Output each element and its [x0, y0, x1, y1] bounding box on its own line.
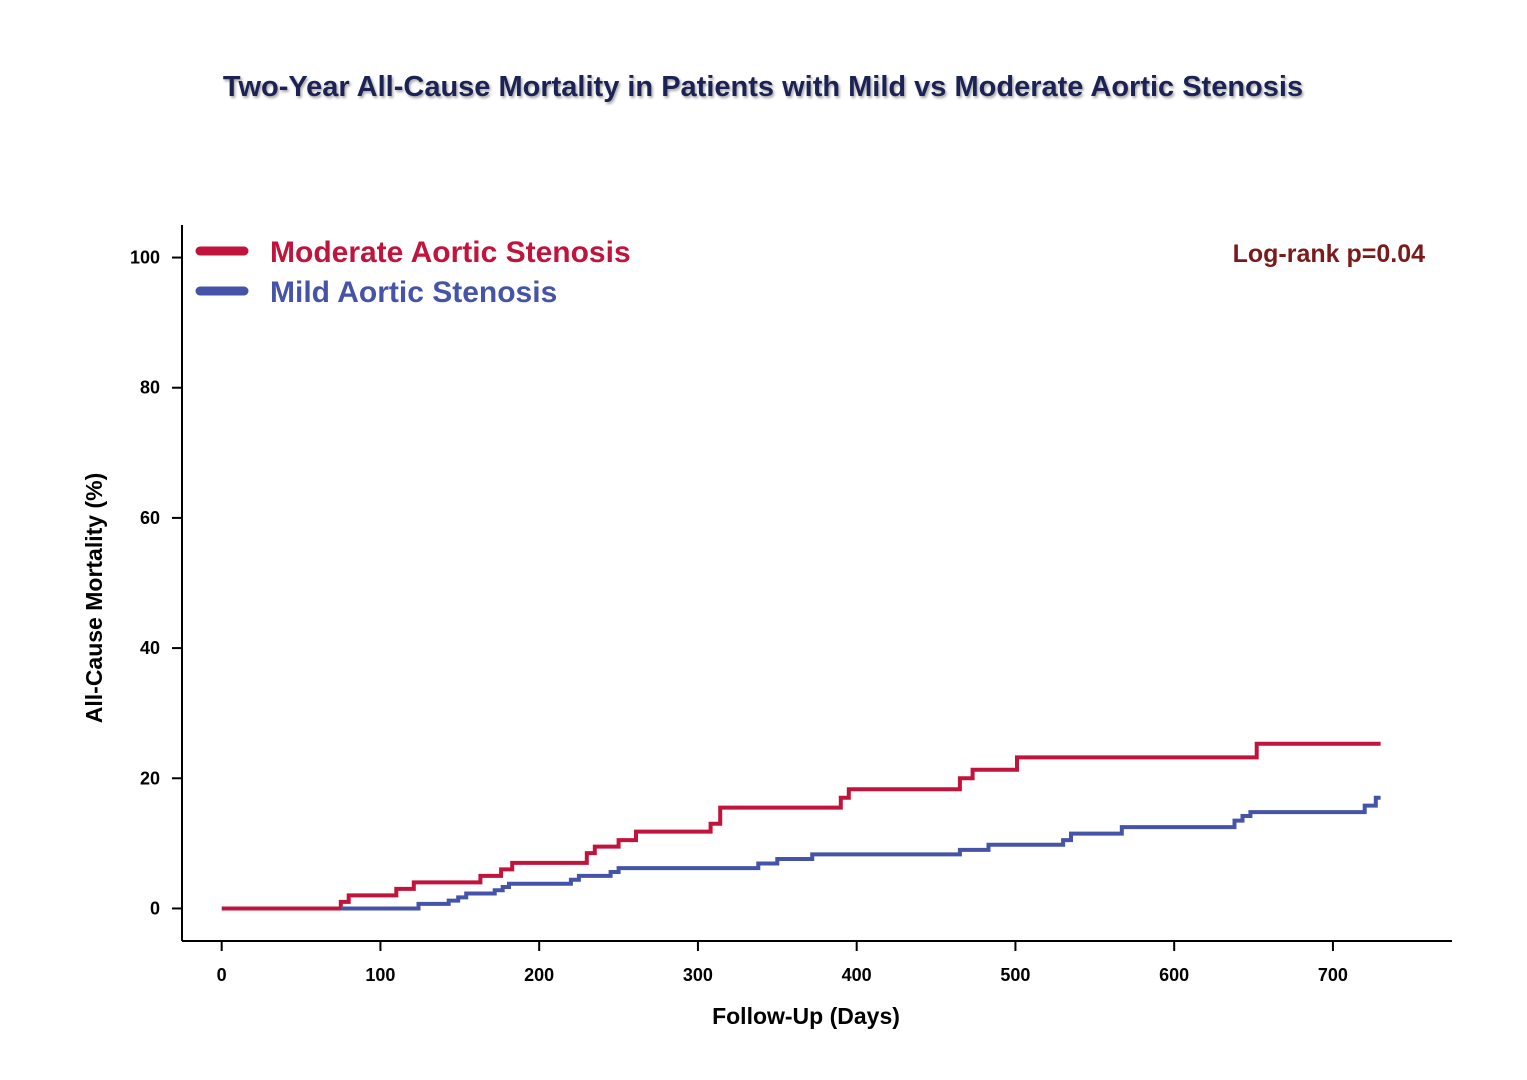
y-ticks: 0 20 40 60 80 100 — [130, 248, 182, 918]
series-lines — [221, 741, 1381, 911]
x-tick-label: 600 — [1159, 965, 1189, 985]
y-tick-label: 0 — [150, 898, 160, 918]
x-tick-label: 0 — [217, 965, 227, 985]
y-tick-label: 40 — [140, 638, 160, 658]
y-tick-label: 20 — [140, 768, 160, 788]
x-tick-label: 200 — [524, 965, 554, 985]
y-tick-label: 80 — [140, 378, 160, 398]
legend-label-moderate: Moderate Aortic Stenosis — [270, 236, 631, 269]
y-tick-label: 60 — [140, 508, 160, 528]
legend-label-mild: Mild Aortic Stenosis — [270, 276, 557, 309]
x-tick-label: 400 — [842, 965, 872, 985]
x-tick-label: 300 — [683, 965, 713, 985]
y-axis-label: All-Cause Mortality (%) — [81, 473, 107, 723]
legend: Moderate Aortic Stenosis Mild Aortic Ste… — [195, 236, 631, 309]
x-axis-label: Follow-Up (Days) — [712, 1003, 900, 1029]
log-rank-annotation: Log-rank p=0.04 — [1233, 240, 1426, 268]
x-ticks: 0 100 200 300 400 500 600 700 — [217, 941, 1348, 985]
x-tick-label: 100 — [365, 965, 395, 985]
series-line-moderate — [221, 741, 1381, 911]
series-line-mild — [340, 795, 1381, 911]
y-tick-label: 100 — [130, 248, 160, 268]
x-tick-label: 700 — [1318, 965, 1348, 985]
x-tick-label: 500 — [1000, 965, 1030, 985]
chart-title: Two-Year All-Cause Mortality in Patients… — [223, 71, 1303, 103]
axes — [181, 225, 1452, 942]
